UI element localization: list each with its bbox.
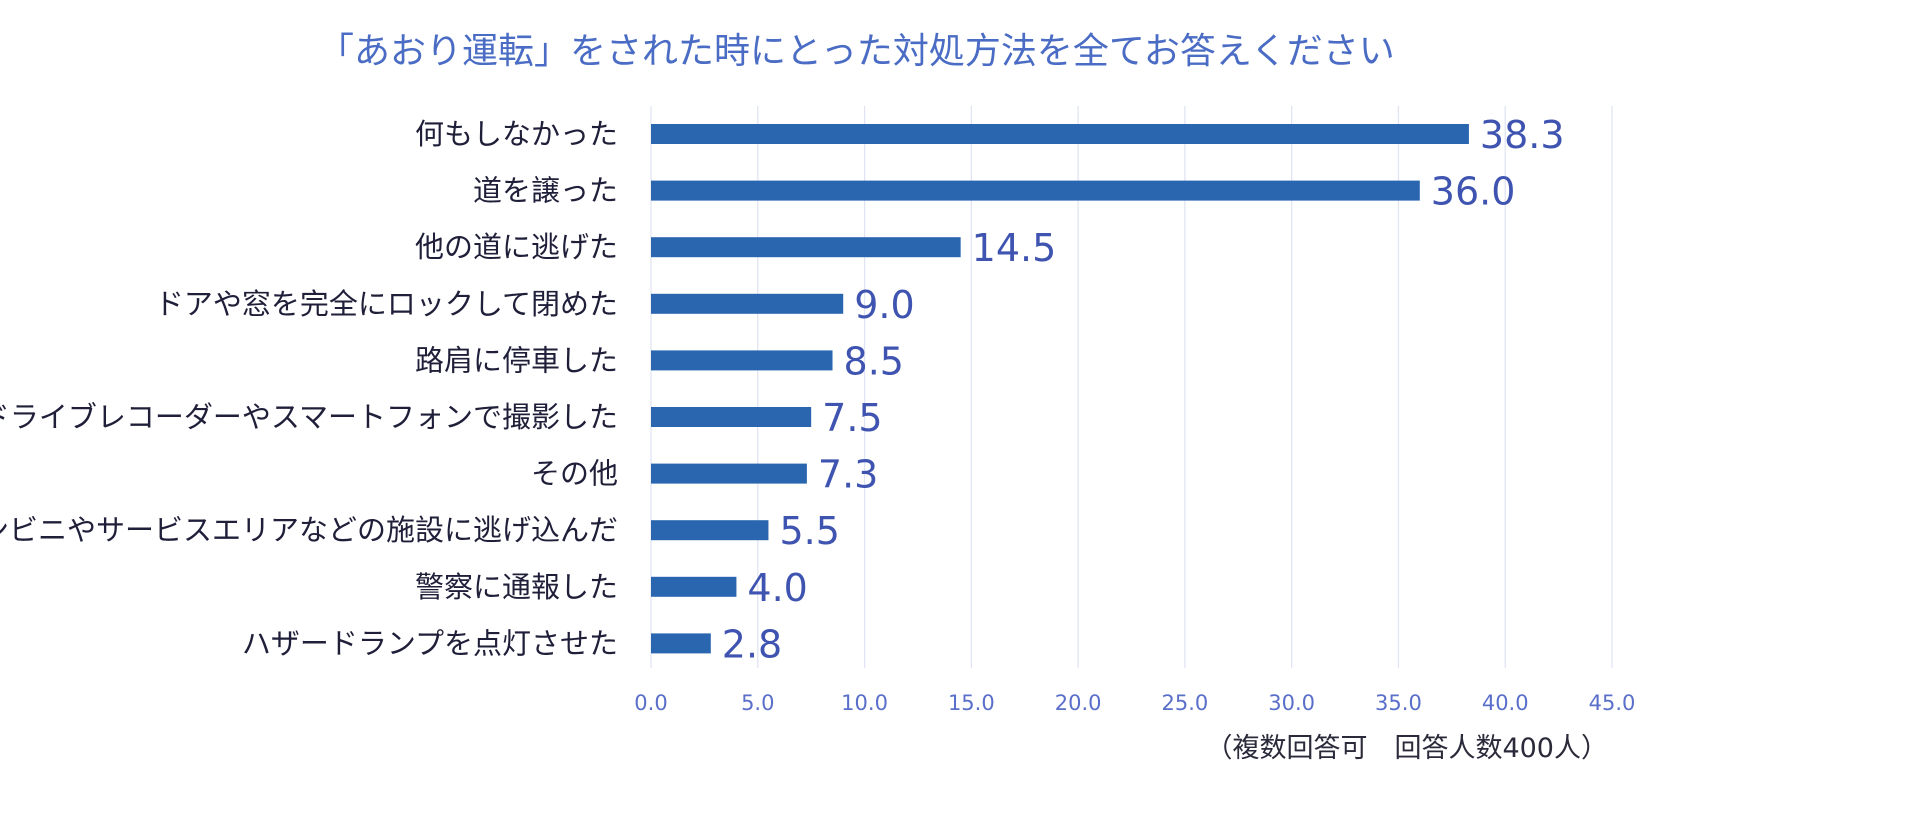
bars [651,124,1469,654]
value-label: 4.0 [747,566,807,610]
x-tick-label: 25.0 [1162,691,1209,715]
category-label: ハザードランプを点灯させた [242,626,618,660]
value-label: 38.3 [1480,113,1565,157]
x-tick-label: 30.0 [1268,691,1315,715]
value-label: 8.5 [844,339,904,383]
bar [651,633,711,654]
x-tick-label: 10.0 [841,691,888,715]
x-tick-label: 20.0 [1055,691,1102,715]
category-label: 他の道に逃げた [415,230,618,264]
bar [651,576,737,597]
bar [651,237,961,258]
value-label: 2.8 [722,622,782,666]
category-label: ドアや窓を完全にロックして閉めた [155,287,618,321]
category-label: 道を譲った [473,174,618,208]
category-label: ドライブレコーダーやスマートフォンで撮影した [0,400,618,434]
value-label: 14.5 [972,226,1057,270]
category-label: その他 [531,457,618,491]
category-label: 何もしなかった [415,117,618,151]
x-tick-label: 45.0 [1589,691,1636,715]
x-tick-label: 0.0 [634,691,667,715]
respondent-note: （複数回答可 回答人数400人） [1205,733,1608,764]
x-tick-label: 15.0 [948,691,995,715]
x-tick-label: 40.0 [1482,691,1529,715]
bar [651,350,833,371]
value-label: 9.0 [854,283,914,327]
category-label: 路肩に停車した [415,343,618,377]
value-label: 7.3 [818,453,878,497]
x-tick-label: 5.0 [741,691,774,715]
value-label: 5.5 [779,509,839,553]
category-label: コンビニやサービスエリアなどの施設に逃げ込んだ [0,513,618,547]
bar [651,124,1469,144]
bar [651,463,807,484]
bar [651,180,1420,201]
bar [651,520,769,541]
chart-title: 「あおり運転」をされた時にとった対処方法を全てお答えください [318,31,1395,72]
x-tick-label: 35.0 [1375,691,1422,715]
labels: 「あおり運転」をされた時にとった対処方法を全てお答えください 0.0 5.0 10.0… [0,31,1635,764]
bar [651,407,812,427]
value-label: 36.0 [1431,170,1516,214]
bar [651,293,844,314]
value-label: 7.5 [822,396,882,440]
category-label: 警察に通報した [415,570,618,604]
